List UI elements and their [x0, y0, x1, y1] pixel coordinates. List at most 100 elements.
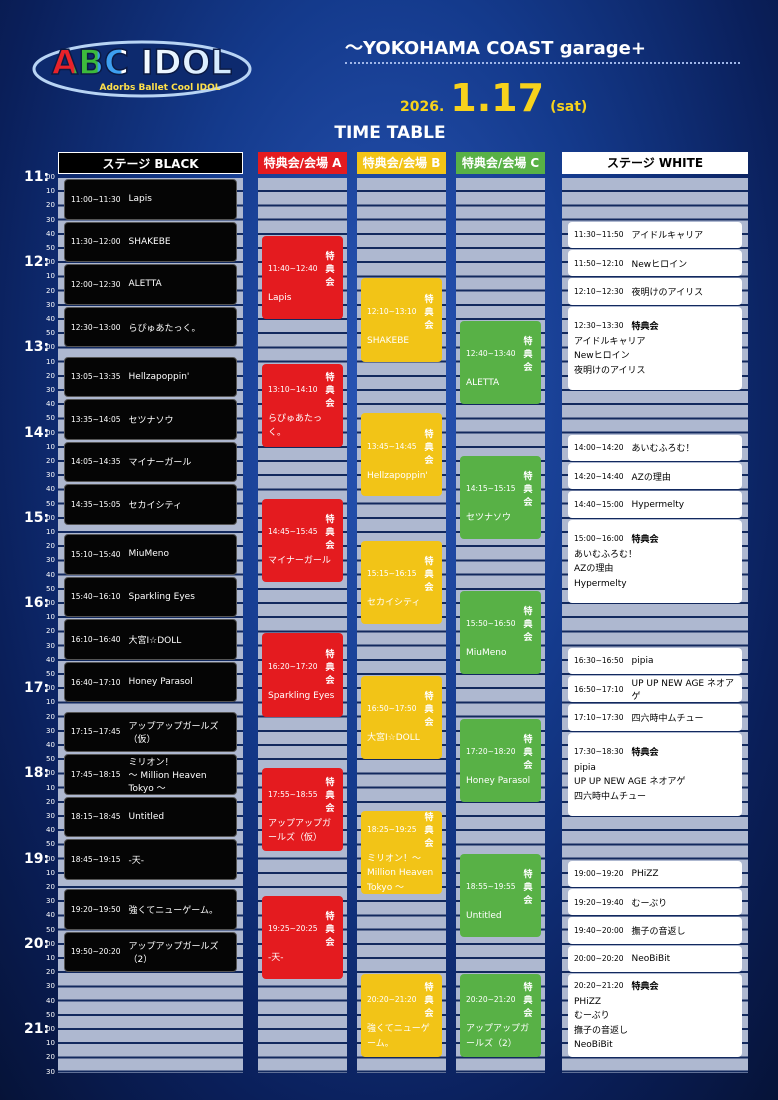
- event-time: 16:30~16:50: [574, 656, 624, 666]
- minute-label: 50: [46, 755, 55, 764]
- event: 18:25~19:25 特典会 ミリオン！〜 Million Heaven Toky…: [361, 810, 442, 895]
- event-name: Hellzapoppin': [128, 371, 190, 382]
- event-heading: 19:25~20:25 特典会: [268, 909, 337, 948]
- event-name: NeoBiBit: [574, 1040, 613, 1051]
- event-label: 特典会: [424, 294, 434, 331]
- event-label: 特典会: [325, 777, 335, 814]
- minute-label: 50: [46, 1010, 55, 1019]
- minute-label: 30: [46, 471, 55, 480]
- event-time: 14:00~14:20: [574, 443, 624, 453]
- event-names: UP UP NEW AGE ネオアゲ: [632, 676, 736, 702]
- event-name: Lapis: [268, 293, 292, 304]
- event-heading: 15:15~16:15 特典会: [367, 554, 436, 593]
- event: 15:40~16:10 Sparkling Eyes: [64, 576, 237, 618]
- event: 17:55~18:55 特典会 アップアップガールズ（仮）: [262, 768, 343, 852]
- event: 20:00~20:20 NeoBiBit: [568, 945, 742, 973]
- minute-label: 20: [46, 201, 55, 210]
- event-heading: 17:55~18:55 特典会: [268, 775, 337, 814]
- event-name: アップアップガールズ（2）: [466, 1024, 530, 1049]
- event-name: 撫子の音返し: [631, 927, 686, 938]
- event: 20:20~21:20 特典会 PHiZZ むーぶり 撫子の音返し NeoBiBit: [568, 974, 742, 1058]
- event-name: Hypermelty: [631, 499, 685, 510]
- event-time: 18:45~19:15: [71, 855, 121, 865]
- event-heading: 13:45~14:45 特典会: [367, 427, 436, 466]
- event: 13:45~14:45 特典会 Hellzapoppin': [361, 413, 442, 497]
- event-name: あいむふろむ！: [631, 444, 695, 455]
- event-names: Hypermelty: [632, 500, 685, 510]
- event-time: 12:10~13:10: [367, 306, 417, 316]
- hour-label: 16:: [24, 595, 50, 611]
- event-time: 11:00~11:30: [71, 194, 121, 204]
- event-names: pipia: [632, 656, 654, 666]
- event-time: 16:10~16:40: [71, 634, 121, 644]
- minute-label: 00: [46, 769, 55, 778]
- event-label: 特典会: [523, 472, 533, 509]
- event-label: 特典会: [424, 557, 434, 594]
- event-heading: 12:10~13:10 特典会: [367, 292, 436, 331]
- event: 14:20~14:40 AZの理由: [568, 463, 742, 490]
- event-time: 20:20~21:20: [574, 981, 624, 990]
- event-heading: 12:40~13:40 特典会: [466, 334, 535, 373]
- event-name: Hypermelty: [574, 578, 627, 589]
- minute-label: 40: [46, 229, 55, 238]
- event-time: 16:50~17:50: [367, 704, 417, 714]
- event-time: 15:50~16:50: [466, 619, 516, 629]
- minute-label: 30: [46, 812, 55, 820]
- minute-label: 20: [46, 1053, 55, 1062]
- hour-label: 19:: [24, 850, 50, 867]
- event-names: SHAKEBE: [129, 237, 171, 247]
- event: 17:15~17:45 アップアップガールズ（仮）: [64, 711, 237, 753]
- event-name: SHAKEBE: [128, 236, 171, 247]
- event-name: MiuMeno: [128, 549, 169, 560]
- event-name: UP UP NEW AGE ネオアゲ: [574, 777, 686, 788]
- event-name: MiuMeno: [466, 648, 507, 659]
- event-time: 16:20~17:20: [268, 661, 318, 671]
- event: 14:00~14:20 あいむふろむ！: [568, 434, 742, 461]
- divider: [345, 62, 740, 64]
- hour-label: 12:: [24, 254, 50, 271]
- minute-label: 40: [46, 741, 55, 749]
- event-time: 15:10~15:40: [71, 549, 121, 559]
- event-name: Lapis: [128, 194, 152, 205]
- event-label: 特典会: [523, 607, 533, 644]
- event-name: 夜明けのアイリス: [631, 288, 704, 299]
- event-names: Hellzapoppin': [129, 372, 190, 382]
- minute-label: 50: [46, 925, 55, 934]
- event-name: アップアップガールズ（仮）: [128, 721, 219, 745]
- event-name: セツナソウ: [128, 415, 174, 426]
- event-name: セツナソウ: [466, 513, 512, 524]
- event: 18:45~19:15 -天-: [64, 839, 237, 880]
- event-names: 強くてニューゲーム。: [129, 903, 218, 916]
- event: 12:00~12:30 ALETTA: [64, 264, 237, 305]
- minute-label: 20: [46, 883, 55, 891]
- minute-label: 20: [46, 797, 55, 806]
- minute-label: 30: [46, 300, 55, 309]
- event-name: ALETTA: [128, 279, 162, 290]
- event: 17:45~18:15 ミリオン！ 〜 Million Heaven Tokyo 〜: [64, 754, 237, 795]
- event-heading: 11:40~12:40 特典会: [268, 249, 337, 288]
- event-time: 14:40~15:00: [574, 500, 624, 510]
- event-heading: 16:50~17:50 特典会: [367, 689, 436, 728]
- event-name: PHiZZ: [574, 997, 602, 1007]
- event-name: SHAKEBE: [367, 335, 410, 346]
- event-label: 特典会: [631, 534, 659, 545]
- minute-label: 40: [46, 911, 55, 920]
- event-heading: 15:50~16:50 特典会: [466, 604, 535, 643]
- event: 14:05~14:35 マイナーガール: [64, 441, 237, 483]
- minute-label: 30: [46, 1067, 55, 1076]
- event-name: PHiZZ: [631, 868, 659, 879]
- event: 18:15~18:45 Untitled: [64, 796, 237, 838]
- event: 16:10~16:40 大宮I☆DOLL: [64, 619, 237, 660]
- hour-label: 13:: [24, 339, 50, 356]
- minute-label: 30: [46, 726, 55, 735]
- event-name: 強くてニューゲーム。: [128, 905, 218, 916]
- minute-label: 50: [46, 584, 55, 593]
- event-label: 特典会: [424, 692, 434, 729]
- event-name: Sparkling Eyes: [268, 690, 335, 701]
- event-heading: 12:30~13:30 特典会: [574, 319, 736, 332]
- minute-label: 10: [46, 954, 55, 962]
- event-time: 12:10~12:30: [574, 287, 624, 297]
- hour-label: 15:: [24, 509, 50, 526]
- event: 11:40~12:40 特典会 Lapis: [262, 235, 343, 319]
- event-names: Sparkling Eyes: [129, 592, 195, 602]
